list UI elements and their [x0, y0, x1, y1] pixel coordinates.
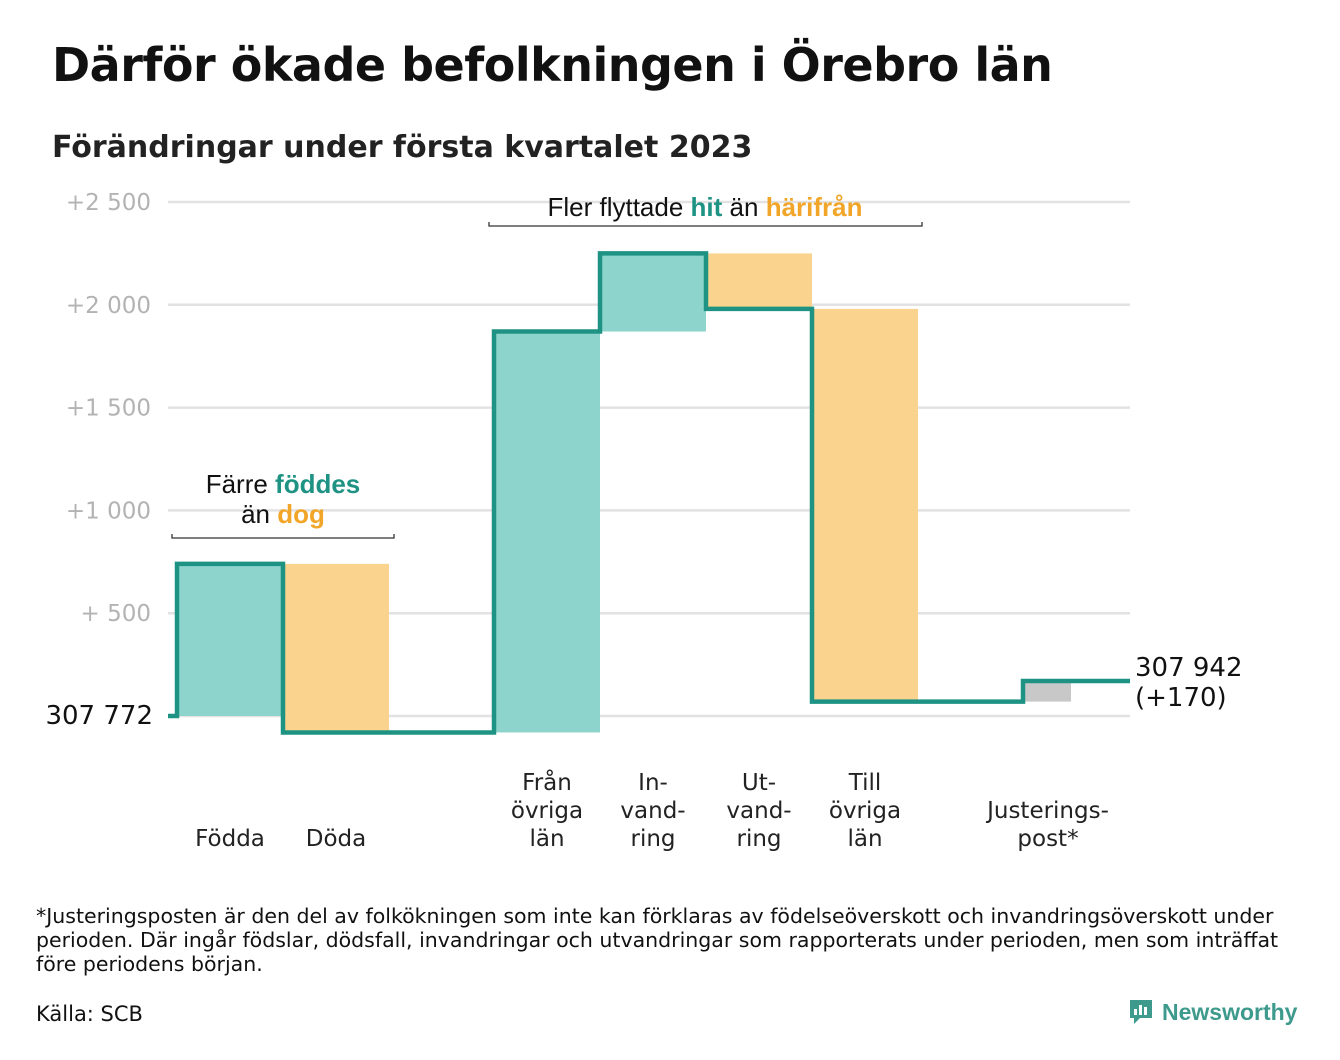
bar	[283, 563, 389, 733]
start-value-label: 307 772	[45, 701, 153, 731]
category-label: Från övriga län	[511, 768, 583, 852]
category-label: Justerings-post*	[985, 798, 1109, 852]
category-label: Födda	[195, 826, 265, 852]
category-label: Döda	[306, 826, 366, 852]
cumulative-line	[168, 251, 1130, 735]
chart-title: Därför ökade befolkningen i Örebro län	[52, 38, 1053, 92]
bar	[177, 563, 283, 716]
annotation-bracket	[488, 222, 923, 227]
annotation-text: Färre föddes	[206, 469, 361, 499]
category-label: In-vand-ring	[620, 770, 685, 852]
category-label: Ut-vand-ring	[726, 770, 791, 852]
annotation-bracket	[171, 534, 395, 539]
footnote: *Justeringsposten är den del av folkökni…	[36, 904, 1279, 976]
y-tick-label: + 500	[81, 601, 151, 627]
brand-logo: Newsworthy	[1128, 998, 1297, 1026]
annotation-text: än dog	[241, 499, 325, 529]
bar	[600, 253, 706, 332]
y-tick-label: +2 500	[66, 190, 151, 216]
category-label: Till övriga län	[829, 770, 901, 852]
y-tick-label: +1 000	[66, 498, 151, 524]
waterfall-chart: + 500 +1 000 +1 500 +2 000 +2 500 Födda Döda Fr…	[45, 190, 1243, 852]
bar	[706, 253, 812, 309]
y-tick-label: +2 000	[66, 293, 151, 319]
end-change-label: (+170)	[1135, 683, 1227, 713]
bar	[494, 331, 600, 733]
newsworthy-logo-icon	[1130, 1000, 1152, 1024]
source-label: Källa: SCB	[36, 1002, 143, 1026]
bar	[812, 308, 918, 702]
chart-subtitle: Förändringar under första kvartalet 2023	[52, 130, 753, 165]
brand-name: Newsworthy	[1162, 998, 1298, 1025]
annotation-text: Fler flyttade hit än härifrån	[547, 192, 862, 222]
bar	[1025, 681, 1071, 702]
end-value-label: 307 942	[1135, 653, 1243, 683]
y-tick-label: +1 500	[66, 396, 151, 422]
